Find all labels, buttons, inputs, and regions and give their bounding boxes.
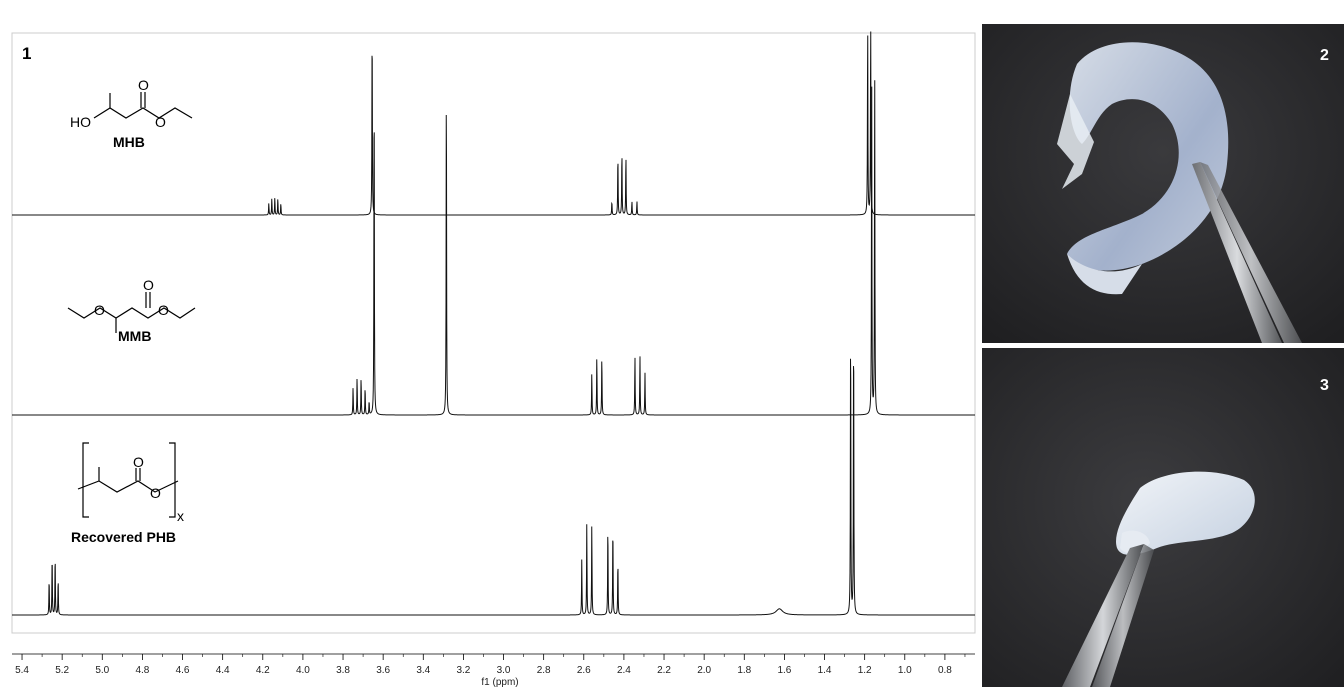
x-tick-label: 3.2: [456, 665, 470, 676]
x-tick-label: 4.2: [256, 665, 270, 676]
atom-label: O: [150, 485, 161, 501]
trace-recovered-phb: [12, 358, 975, 616]
x-axis-label: f1 (ppm): [481, 677, 518, 687]
polymer-subscript: x: [177, 508, 184, 524]
x-tick-label: 1.2: [858, 665, 872, 676]
x-tick-label: 2.6: [577, 665, 591, 676]
trace-mhb: [12, 31, 975, 216]
x-tick-label: 2.4: [617, 665, 631, 676]
structure-name-mmb: MMB: [118, 328, 151, 344]
x-tick-label: 2.0: [697, 665, 711, 676]
x-tick-label: 3.8: [336, 665, 350, 676]
panel-label-1: 1: [22, 44, 31, 63]
x-tick-label: 3.4: [416, 665, 430, 676]
x-tick-label: 4.4: [216, 665, 230, 676]
spectrum-traces: [12, 31, 975, 616]
chart-frame: [11, 32, 976, 634]
x-tick-label: 1.0: [898, 665, 912, 676]
trace-mmb: [12, 80, 975, 416]
x-tick-label: 5.4: [15, 665, 29, 676]
x-tick-label: 2.8: [537, 665, 551, 676]
x-axis-ticks: 5.4 5.2 5.0 4.8 4.6 4.4 4.2 4.0 3.8 3.6 3.4 3.2 3.0 2…: [15, 654, 966, 676]
x-tick-label: 1.4: [818, 665, 832, 676]
structure-mhb: [93, 92, 193, 119]
atom-label: O: [143, 277, 154, 293]
atom-label: O: [133, 454, 144, 470]
x-tick-label: 4.6: [176, 665, 190, 676]
nmr-spectrum-chart: 1 HO O O MHB O O O MMB O O x Recovered P…: [11, 31, 976, 687]
structure-name-phb: Recovered PHB: [71, 529, 176, 545]
x-tick-label: 5.0: [95, 665, 109, 676]
x-tick-label: 3.6: [376, 665, 390, 676]
x-axis: 5.4 5.2 5.0 4.8 4.6 4.4 4.2 4.0 3.8 3.6 3.4 3.2 3.0 2…: [12, 653, 975, 687]
panel-label-3: 3: [1320, 377, 1329, 394]
atom-label: HO: [70, 114, 91, 130]
photo-recovered-phb: 3: [982, 348, 1344, 687]
x-tick-label: 0.8: [938, 665, 952, 676]
panel-label-2: 2: [1320, 47, 1329, 64]
structure-name-mhb: MHB: [113, 134, 145, 150]
x-tick-label: 1.6: [777, 665, 791, 676]
x-tick-label: 2.2: [657, 665, 671, 676]
atom-label: O: [155, 114, 166, 130]
x-tick-label: 1.8: [737, 665, 751, 676]
atom-label: O: [158, 302, 169, 318]
x-tick-label: 5.2: [55, 665, 69, 676]
structure-mmb: [67, 292, 196, 333]
atom-label: O: [138, 77, 149, 93]
x-tick-label: 4.8: [135, 665, 149, 676]
photo-flexible-film: 2: [982, 24, 1344, 343]
x-tick-label: 4.0: [296, 665, 310, 676]
x-tick-label: 3.0: [497, 665, 511, 676]
atom-label: O: [94, 302, 105, 318]
structure-phb: [77, 442, 179, 518]
